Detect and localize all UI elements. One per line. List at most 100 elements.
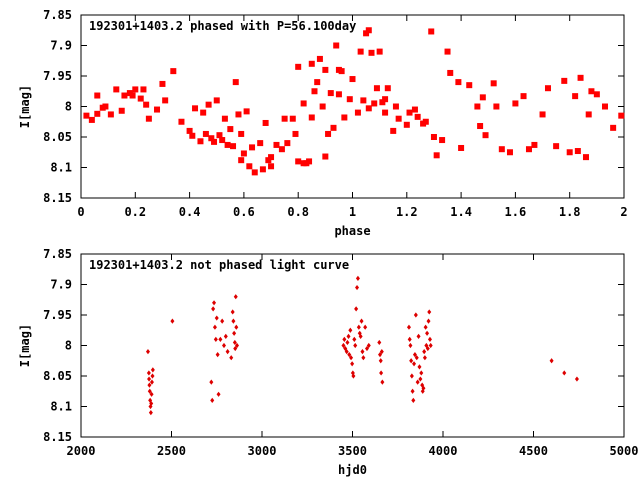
- data-point: [618, 112, 625, 119]
- x-tick-label: 3000: [248, 444, 277, 458]
- data-point: [240, 150, 247, 157]
- data-point: [212, 300, 217, 306]
- data-point: [233, 294, 238, 300]
- data-point: [225, 349, 230, 355]
- data-point: [209, 379, 214, 385]
- data-point: [407, 336, 412, 342]
- data-point: [289, 115, 296, 122]
- data-point: [490, 80, 497, 87]
- data-point: [447, 69, 454, 76]
- data-point: [132, 86, 139, 93]
- plot-frame: [80, 253, 625, 438]
- data-point: [322, 153, 329, 160]
- data-point: [311, 88, 318, 95]
- data-point: [416, 333, 421, 339]
- data-point: [411, 397, 416, 403]
- data-point: [216, 391, 221, 397]
- raw-light-curve-panel: 2000 2500 3000 3500 4000 4500 5000 7.85 7.9 7.95 8…: [18, 247, 638, 477]
- data-point: [178, 118, 185, 125]
- data-point: [211, 138, 218, 145]
- data-point: [257, 140, 264, 147]
- data-point: [306, 158, 313, 165]
- data-point: [327, 90, 334, 97]
- data-point: [189, 132, 196, 139]
- data-point: [346, 333, 351, 339]
- data-point: [333, 42, 340, 49]
- data-point: [231, 318, 236, 324]
- data-point: [284, 140, 291, 147]
- y-tick-label: 8: [65, 100, 72, 114]
- data-point: [406, 324, 411, 330]
- data-point: [582, 154, 589, 161]
- data-point: [379, 349, 384, 355]
- data-point: [382, 96, 389, 103]
- data-point: [147, 376, 152, 382]
- data-point: [403, 121, 410, 128]
- data-point: [430, 134, 437, 140]
- x-tick-label: 0.6: [233, 205, 255, 219]
- data-point: [342, 336, 347, 342]
- data-point: [233, 345, 238, 352]
- data-point: [425, 330, 430, 336]
- x-tick-label: 0.2: [124, 205, 146, 219]
- data-point: [213, 336, 218, 342]
- data-point: [361, 355, 366, 361]
- data-point: [427, 309, 432, 315]
- data-point: [498, 146, 505, 153]
- data-point: [243, 108, 250, 115]
- data-point: [300, 100, 307, 107]
- data-point: [357, 330, 362, 336]
- data-point: [354, 306, 359, 312]
- data-point: [325, 130, 332, 137]
- data-point: [574, 376, 579, 382]
- y-axis-label: I[mag]: [18, 324, 32, 367]
- data-point: [358, 333, 363, 339]
- y-tick-label: 8: [65, 339, 72, 353]
- data-point: [246, 163, 253, 170]
- data-point: [353, 342, 358, 349]
- x-axis-label: phase: [334, 224, 370, 238]
- data-point: [368, 49, 375, 56]
- data-point: [221, 115, 228, 122]
- data-point: [149, 379, 154, 385]
- data-point: [351, 373, 356, 379]
- x-tick-label: 4000: [429, 444, 458, 458]
- data-point: [316, 55, 323, 62]
- data-point: [251, 169, 258, 176]
- data-point: [150, 373, 155, 379]
- data-point: [406, 109, 413, 116]
- data-point: [413, 312, 418, 318]
- data-point: [150, 367, 155, 373]
- data-point: [232, 330, 237, 336]
- data-point: [349, 76, 356, 83]
- data-point: [365, 27, 372, 34]
- data-point: [531, 141, 538, 148]
- y-tick-label: 7.95: [43, 69, 72, 83]
- y-tick-label: 8.1: [50, 161, 72, 175]
- data-point: [262, 119, 269, 126]
- y-tick-label: 7.85: [43, 8, 72, 22]
- data-point: [409, 358, 414, 364]
- data-point: [544, 85, 551, 92]
- data-point: [418, 376, 423, 382]
- data-point: [428, 342, 433, 349]
- data-point: [428, 28, 435, 35]
- data-point: [593, 91, 600, 98]
- data-point: [118, 107, 125, 114]
- data-point: [211, 306, 216, 312]
- data-point: [365, 105, 372, 112]
- x-tick-label: 0.8: [287, 205, 309, 219]
- data-point: [348, 327, 353, 333]
- data-point: [572, 93, 579, 100]
- data-point: [474, 103, 481, 110]
- data-point: [433, 152, 440, 159]
- data-point: [147, 388, 152, 394]
- data-point: [355, 284, 360, 291]
- data-point: [335, 91, 342, 98]
- data-point: [379, 99, 386, 106]
- data-point: [422, 349, 427, 355]
- plot-title: 192301+1403.2 not phased light curve: [89, 258, 349, 272]
- data-point: [371, 100, 378, 107]
- data-point: [344, 349, 349, 355]
